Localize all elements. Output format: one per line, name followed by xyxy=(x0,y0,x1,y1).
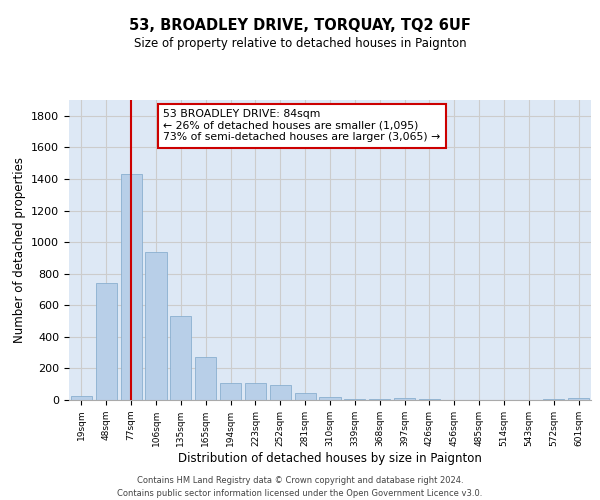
X-axis label: Distribution of detached houses by size in Paignton: Distribution of detached houses by size … xyxy=(178,452,482,464)
Bar xyxy=(543,399,564,400)
Bar xyxy=(170,316,191,400)
Bar xyxy=(344,399,365,400)
Y-axis label: Number of detached properties: Number of detached properties xyxy=(13,157,26,343)
Text: 53, BROADLEY DRIVE, TORQUAY, TQ2 6UF: 53, BROADLEY DRIVE, TORQUAY, TQ2 6UF xyxy=(129,18,471,32)
Bar xyxy=(121,174,142,400)
Bar xyxy=(270,385,291,400)
Bar xyxy=(96,283,117,400)
Bar xyxy=(245,382,266,400)
Text: Contains HM Land Registry data © Crown copyright and database right 2024.
Contai: Contains HM Land Registry data © Crown c… xyxy=(118,476,482,498)
Bar xyxy=(295,394,316,400)
Bar xyxy=(195,358,216,400)
Bar xyxy=(71,396,92,400)
Bar xyxy=(394,398,415,400)
Bar xyxy=(319,397,341,400)
Bar xyxy=(568,398,589,400)
Text: 53 BROADLEY DRIVE: 84sqm
← 26% of detached houses are smaller (1,095)
73% of sem: 53 BROADLEY DRIVE: 84sqm ← 26% of detach… xyxy=(163,109,440,142)
Bar xyxy=(145,252,167,400)
Bar xyxy=(220,382,241,400)
Bar xyxy=(369,399,390,400)
Bar xyxy=(419,399,440,400)
Text: Size of property relative to detached houses in Paignton: Size of property relative to detached ho… xyxy=(134,38,466,51)
